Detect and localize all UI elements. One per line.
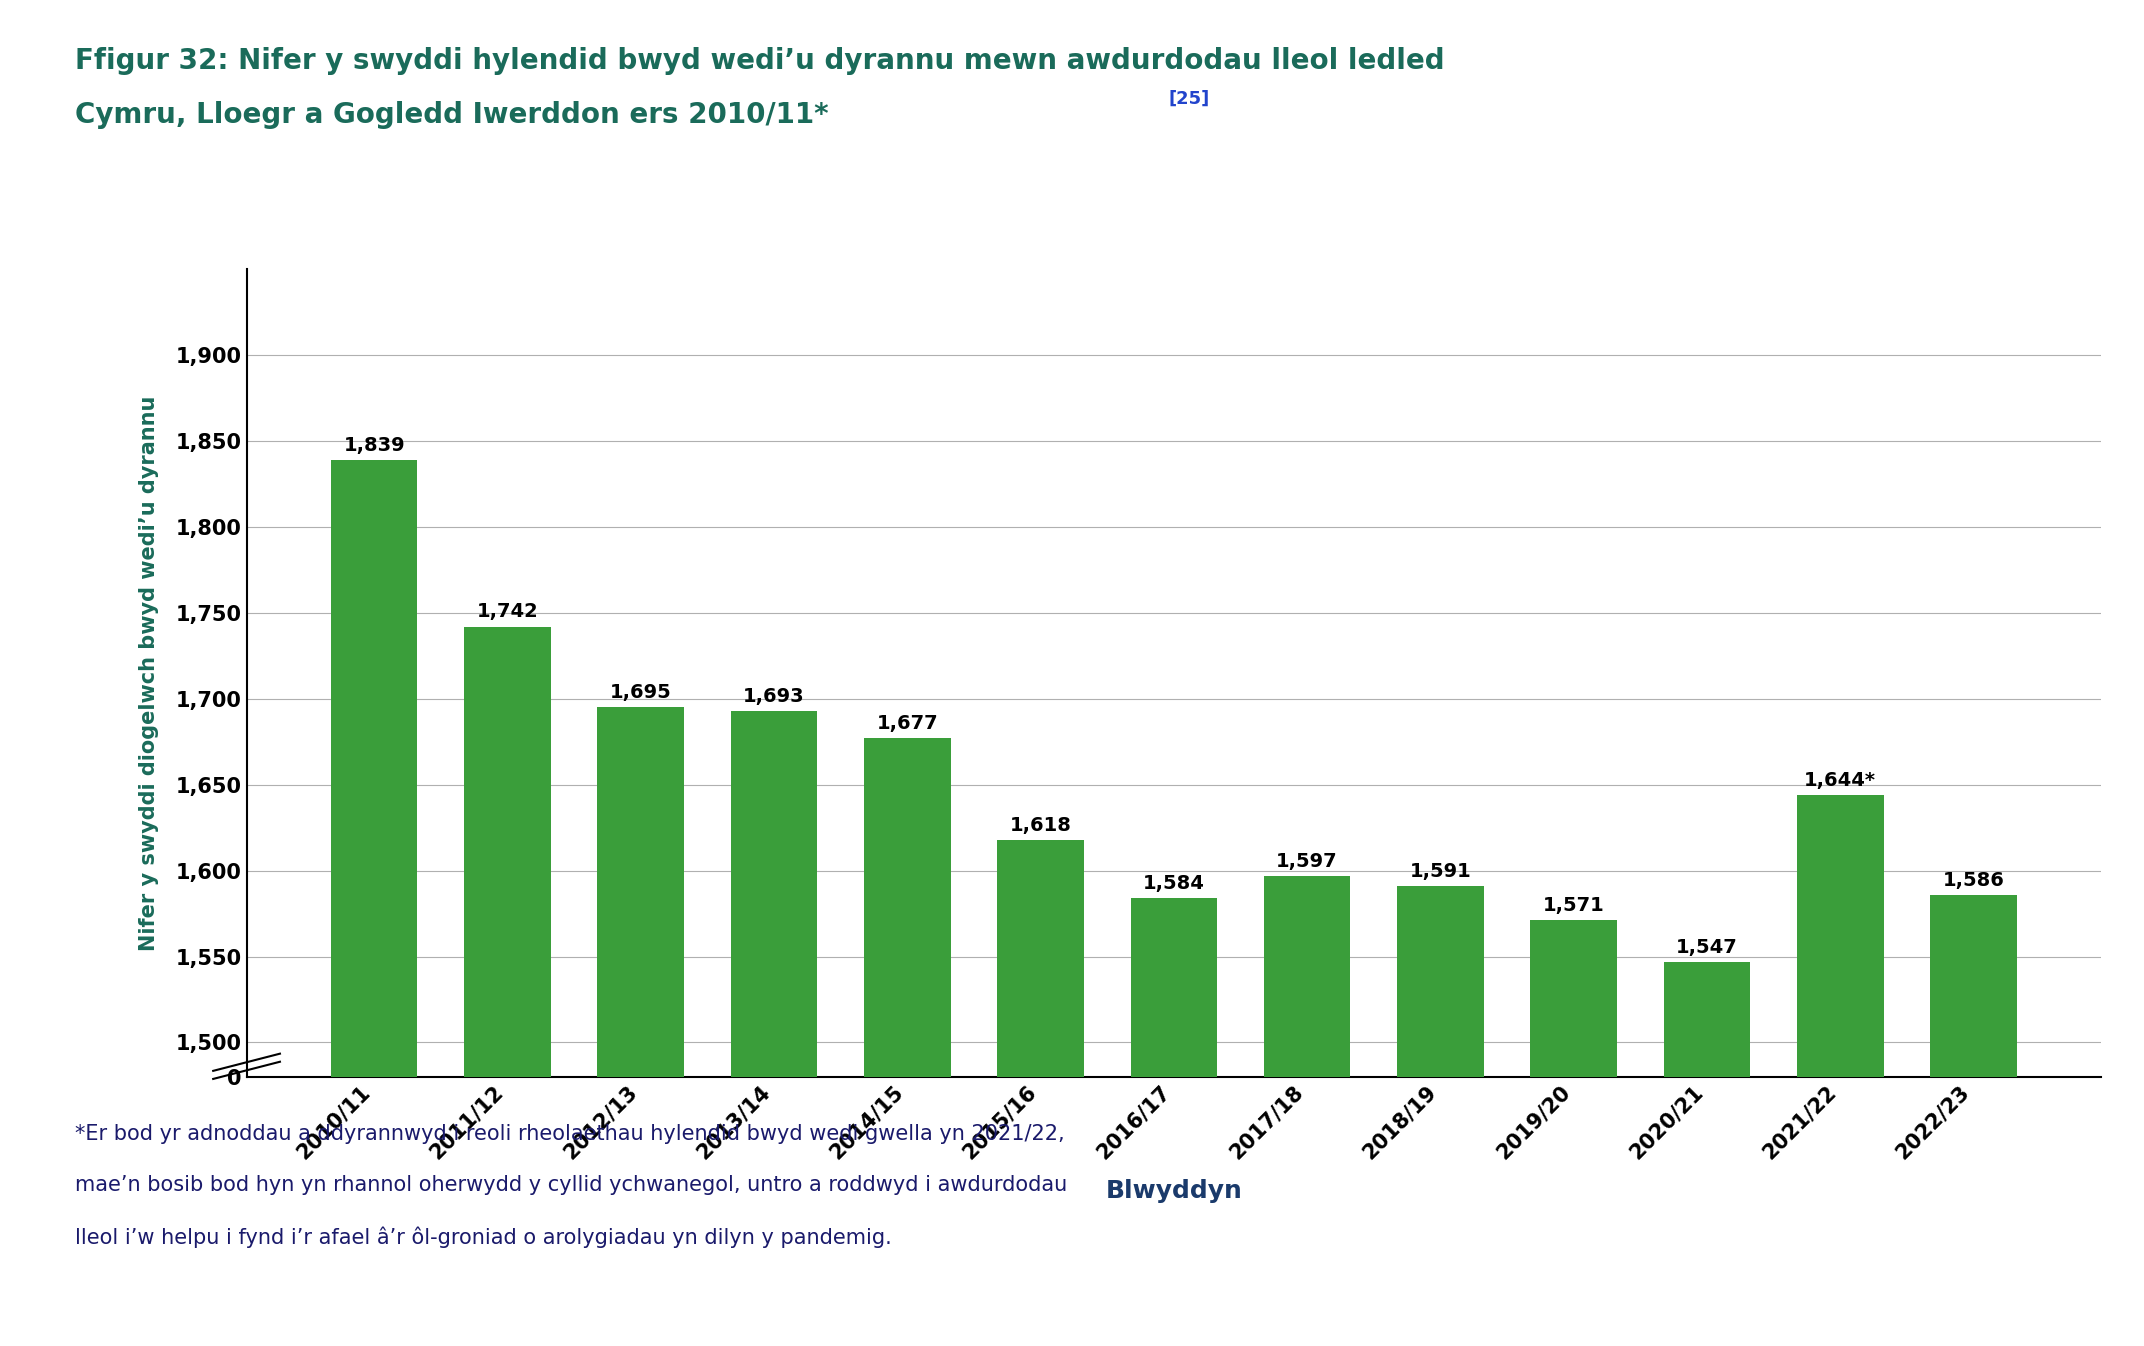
Text: mae’n bosib bod hyn yn rhannol oherwydd y cyllid ychwanegol, untro a roddwyd i a: mae’n bosib bod hyn yn rhannol oherwydd … xyxy=(75,1175,1068,1195)
Bar xyxy=(997,840,1085,1346)
Bar xyxy=(1263,876,1351,1346)
Text: 1,693: 1,693 xyxy=(744,686,804,705)
Text: Cymru, Lloegr a Gogledd Iwerddon ers 2010/11*: Cymru, Lloegr a Gogledd Iwerddon ers 201… xyxy=(75,101,830,129)
Text: lleol i’w helpu i fynd i’r afael â’r ôl-groniad o arolygiadau yn dilyn y pandemi: lleol i’w helpu i fynd i’r afael â’r ôl-… xyxy=(75,1226,892,1248)
Bar xyxy=(598,708,684,1346)
Text: 1,547: 1,547 xyxy=(1677,938,1739,957)
Text: 1,618: 1,618 xyxy=(1010,816,1072,835)
Text: 1,677: 1,677 xyxy=(877,715,939,734)
Text: 1,591: 1,591 xyxy=(1409,861,1471,880)
Text: 1,584: 1,584 xyxy=(1143,874,1205,892)
Bar xyxy=(1930,895,2018,1346)
Text: [25]: [25] xyxy=(1168,90,1209,108)
Text: 1,597: 1,597 xyxy=(1276,852,1338,871)
Bar xyxy=(1130,898,1218,1346)
Text: 1,586: 1,586 xyxy=(1942,871,2005,890)
Bar xyxy=(1664,961,1750,1346)
Bar xyxy=(1531,921,1617,1346)
Text: 1,839: 1,839 xyxy=(343,436,405,455)
Bar xyxy=(463,627,551,1346)
Text: *Er bod yr adnoddau a ddyrannwyd i reoli rheolaethau hylendid bwyd wedi gwella y: *Er bod yr adnoddau a ddyrannwyd i reoli… xyxy=(75,1124,1066,1144)
Text: 1,644*: 1,644* xyxy=(1805,771,1876,790)
Bar xyxy=(330,460,418,1346)
Bar xyxy=(1797,795,1885,1346)
X-axis label: Blwyddyn: Blwyddyn xyxy=(1106,1179,1241,1203)
Bar xyxy=(731,711,817,1346)
Text: 1,571: 1,571 xyxy=(1544,896,1604,915)
Bar xyxy=(1398,886,1484,1346)
Bar xyxy=(864,739,950,1346)
Text: 1,695: 1,695 xyxy=(609,684,671,703)
Text: Ffigur 32: Nifer y swyddi hylendid bwyd wedi’u dyrannu mewn awdurdodau lleol led: Ffigur 32: Nifer y swyddi hylendid bwyd … xyxy=(75,47,1445,75)
Y-axis label: Nifer y swyddi diogelwch bwyd wedi’u dyrannu: Nifer y swyddi diogelwch bwyd wedi’u dyr… xyxy=(139,396,159,950)
Text: 1,742: 1,742 xyxy=(476,603,538,622)
